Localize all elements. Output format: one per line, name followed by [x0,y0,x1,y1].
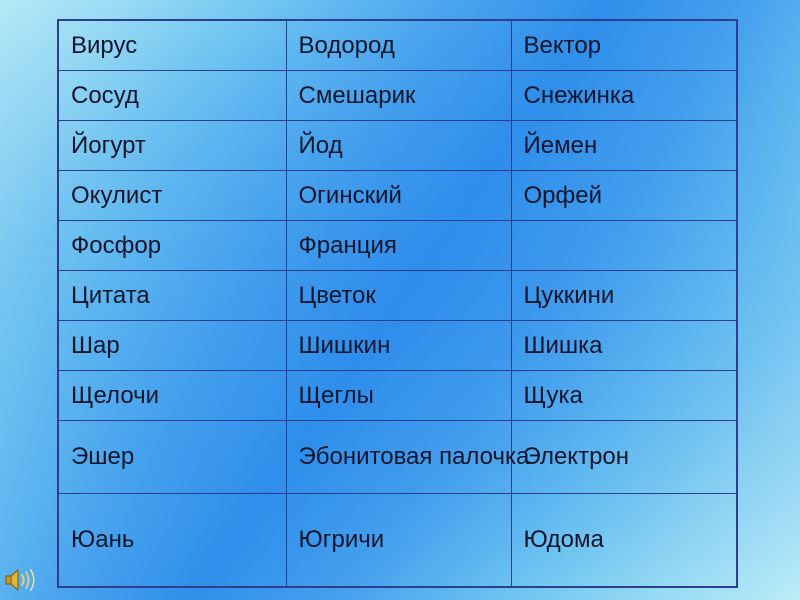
table-cell: Снежинка [510,70,738,121]
table-cell: Орфей [510,170,738,221]
table-cell: Цуккини [510,270,738,321]
table-row: Шар Шишкин Шишка [57,320,738,371]
table-cell: Эшер [57,420,287,494]
table-cell: Вектор [510,19,738,71]
table-cell: Водород [285,19,512,71]
table-cell: Огинский [285,170,512,221]
table-cell: Щелочи [57,370,287,421]
table-cell-empty [510,220,738,271]
table-cell: Цитата [57,270,287,321]
table-row: Щелочи Щеглы Щука [57,370,738,421]
table-row: Окулист Огинский Орфей [57,170,738,221]
table-cell: Шар [57,320,287,371]
table-row: Фосфор Франция [57,220,738,271]
table-cell: Эбонитовая палочка [285,420,529,494]
table-row: Эшер Эбонитовая палочка Электрон [57,420,738,494]
table-cell: Смешарик [285,70,512,121]
table-cell: Шишка [510,320,738,371]
table-cell: Щеглы [285,370,512,421]
table-row: Сосуд Смешарик Снежинка [57,70,738,121]
table-cell: Щука [510,370,738,421]
table-row: Цитата Цветок Цуккини [57,270,738,321]
word-table: Вирус Водород Вектор Сосуд Смешарик Снеж… [57,19,738,588]
table-cell: Югричи [285,493,512,588]
table-cell: Франция [285,220,512,271]
table-row: Йогурт Йод Йемен [57,120,738,171]
table-row: Вирус Водород Вектор [57,19,738,71]
table-cell: Йогурт [57,120,287,171]
table-cell: Фосфор [57,220,287,271]
table-cell: Йемен [510,120,738,171]
table-cell: Юань [57,493,287,588]
table-cell: Окулист [57,170,287,221]
table-cell: Шишкин [285,320,512,371]
speaker-icon[interactable] [4,566,38,594]
table-cell: Цветок [285,270,512,321]
table-cell: Юдома [510,493,738,588]
word-table-body: Вирус Водород Вектор Сосуд Смешарик Снеж… [57,19,738,588]
table-cell: Вирус [57,19,287,71]
table-row: Юань Югричи Юдома [57,493,738,588]
table-cell: Электрон [510,420,738,494]
table-cell: Йод [285,120,512,171]
table-cell: Сосуд [57,70,287,121]
